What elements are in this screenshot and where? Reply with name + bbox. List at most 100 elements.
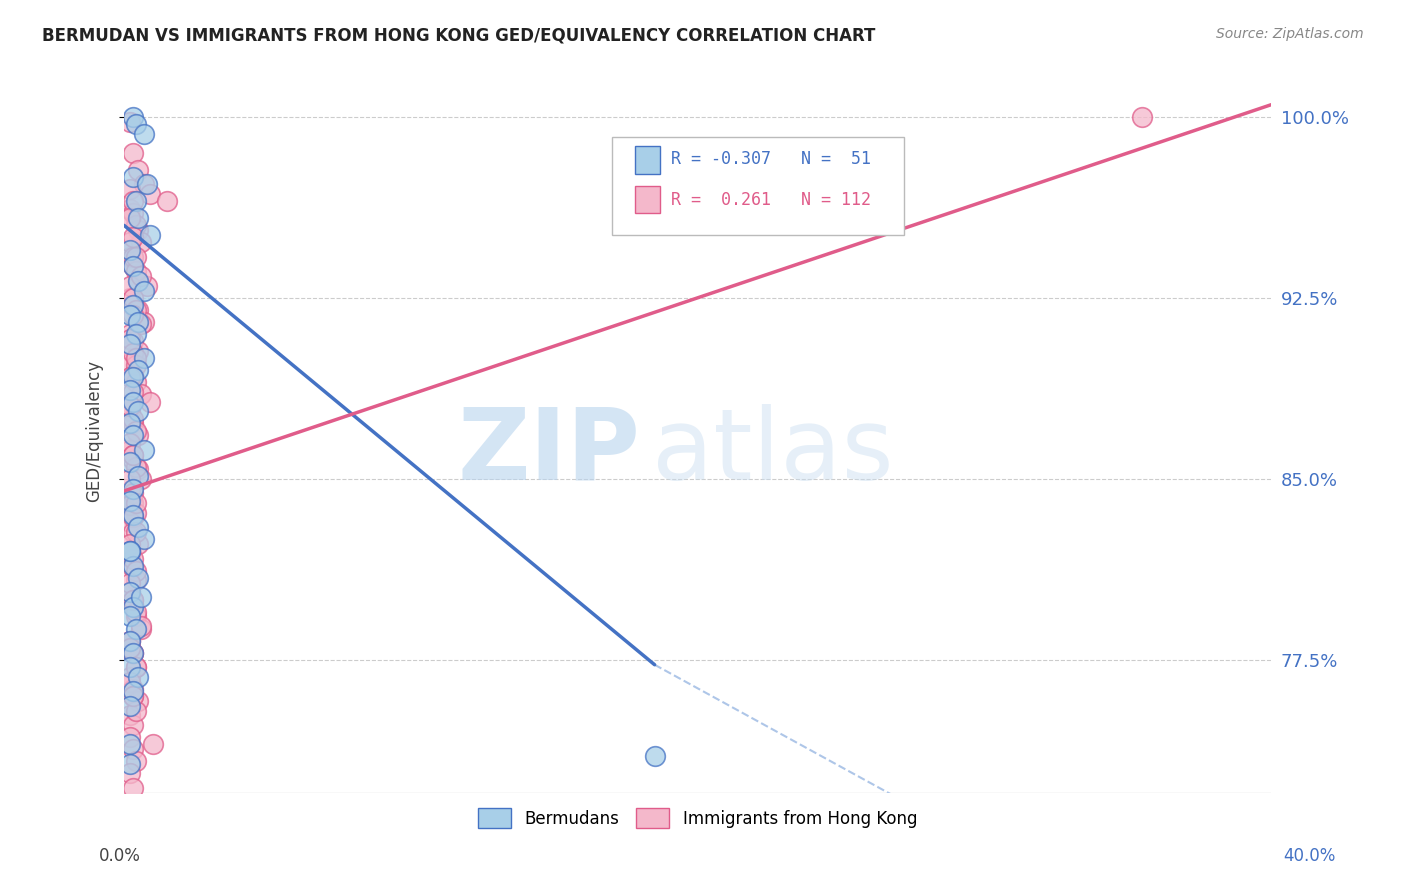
Point <box>118 585 141 599</box>
Point <box>121 599 143 614</box>
Point <box>156 194 179 209</box>
Point <box>121 561 143 575</box>
Point <box>118 609 141 624</box>
Point <box>118 670 141 684</box>
Point <box>121 230 143 244</box>
Point <box>124 219 146 233</box>
Point <box>118 114 141 128</box>
Point <box>121 370 143 384</box>
Text: R =  0.261   N = 112: R = 0.261 N = 112 <box>671 191 872 210</box>
Point <box>131 472 153 486</box>
Point <box>118 400 141 414</box>
Point <box>118 278 141 293</box>
Point <box>121 428 143 442</box>
Point <box>121 689 143 703</box>
Point <box>118 404 141 418</box>
Point <box>121 368 143 382</box>
Point <box>127 315 149 329</box>
Point <box>124 660 146 674</box>
Point <box>134 127 156 141</box>
Point <box>127 211 149 226</box>
Point <box>118 544 141 558</box>
Point <box>121 684 143 698</box>
Point <box>121 260 143 274</box>
Point <box>121 508 143 522</box>
Point <box>121 448 143 462</box>
Point <box>121 718 143 732</box>
Point <box>118 708 141 723</box>
Point <box>124 359 146 373</box>
Point <box>118 332 141 346</box>
Point <box>118 442 141 457</box>
Point <box>118 455 141 469</box>
Point <box>124 424 146 438</box>
Point <box>124 605 146 619</box>
Point <box>118 633 141 648</box>
Point <box>118 383 141 397</box>
Point <box>121 394 143 409</box>
Point <box>124 194 146 209</box>
Point <box>121 384 143 399</box>
Point <box>142 738 165 752</box>
Point <box>121 346 143 360</box>
Point <box>127 670 149 684</box>
Point <box>124 326 146 341</box>
FancyBboxPatch shape <box>634 146 659 174</box>
Point <box>118 326 141 341</box>
Point <box>121 194 143 209</box>
Point <box>121 780 143 795</box>
Point <box>121 206 143 220</box>
Point <box>121 524 143 539</box>
Point <box>121 298 143 312</box>
Text: 40.0%: 40.0% <box>1284 847 1336 865</box>
Point <box>127 162 149 177</box>
Point <box>121 291 143 305</box>
Point <box>131 619 153 633</box>
Text: atlas: atlas <box>652 404 893 500</box>
Point <box>127 428 149 442</box>
Point <box>124 250 146 264</box>
Point <box>127 537 149 551</box>
Point <box>134 351 156 366</box>
Point <box>124 264 146 278</box>
Point <box>121 598 143 612</box>
Point <box>127 302 149 317</box>
Point <box>118 356 141 370</box>
Point <box>121 334 143 349</box>
Point <box>139 187 162 202</box>
Point <box>118 660 141 674</box>
Point <box>124 496 146 510</box>
Point <box>121 482 143 496</box>
Point <box>121 646 143 660</box>
Point <box>124 754 146 768</box>
Point <box>127 694 149 708</box>
Point <box>121 146 143 161</box>
Point <box>121 411 143 425</box>
Point <box>121 250 143 264</box>
Point <box>118 499 141 513</box>
Point <box>121 452 143 467</box>
Point <box>134 442 156 457</box>
Point <box>118 633 141 648</box>
Point <box>134 315 156 329</box>
Point <box>118 336 141 351</box>
Point <box>127 404 149 418</box>
Point <box>121 742 143 756</box>
Point <box>118 435 141 450</box>
Point <box>121 308 143 322</box>
Point <box>118 674 141 689</box>
Point <box>131 235 153 250</box>
Point <box>127 274 149 288</box>
Point <box>118 243 141 257</box>
Point <box>118 472 141 486</box>
Point <box>121 417 143 431</box>
Point <box>131 622 153 636</box>
Point <box>118 549 141 563</box>
Point <box>121 558 143 573</box>
Point <box>124 506 146 520</box>
Point <box>121 260 143 274</box>
Point <box>131 590 153 604</box>
Point <box>127 363 149 377</box>
Point <box>139 228 162 243</box>
Point <box>124 376 146 390</box>
